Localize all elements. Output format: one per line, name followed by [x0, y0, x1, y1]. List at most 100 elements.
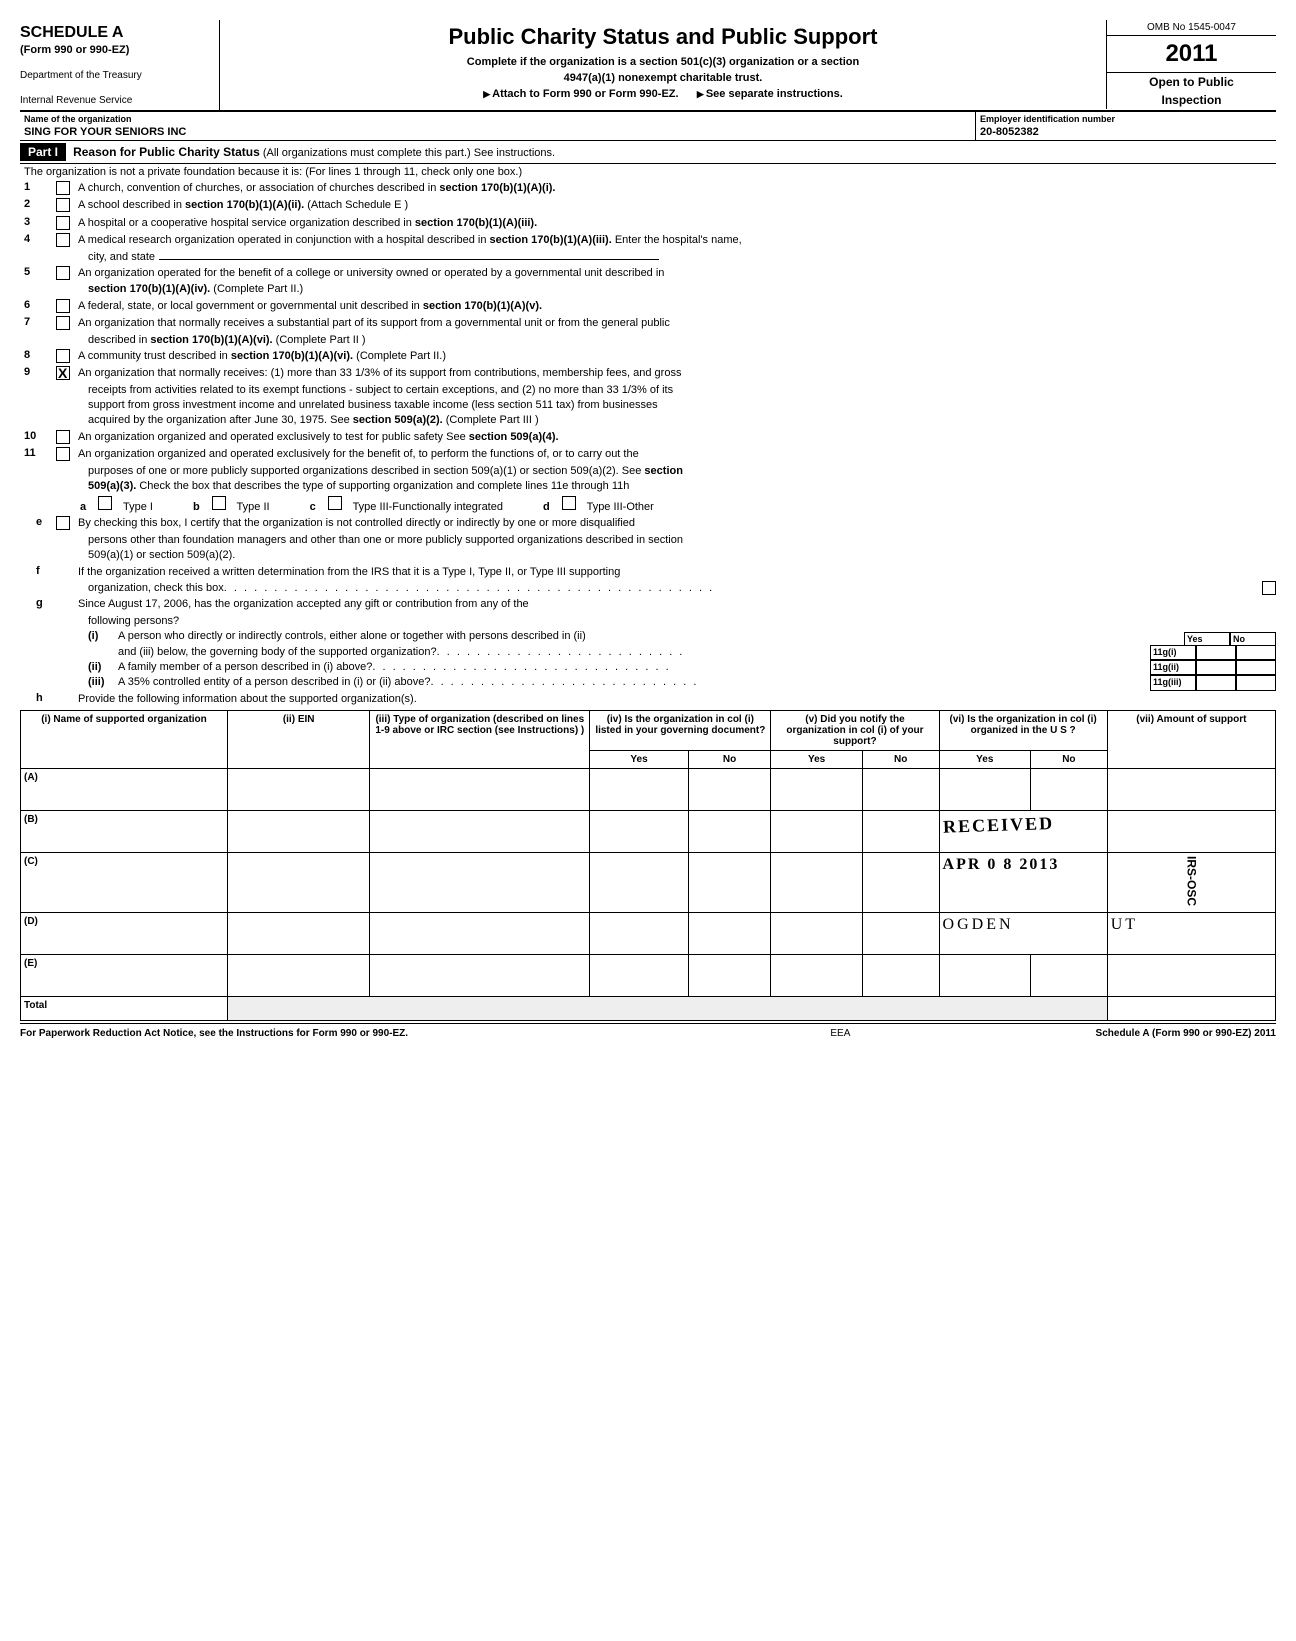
cell[interactable]: [939, 955, 1030, 997]
cell[interactable]: [688, 769, 771, 811]
t: section 170(b)(1)(A)(ii).: [185, 199, 304, 211]
checkbox-type4[interactable]: [562, 496, 576, 510]
cell[interactable]: [228, 769, 370, 811]
dots: . . . . . . . . . . . . . . . . . . . . …: [430, 675, 1150, 690]
cell[interactable]: [771, 853, 862, 913]
cell[interactable]: [228, 811, 370, 853]
cell-stamp: APR 0 8 2013: [939, 853, 1107, 913]
form-header: SCHEDULE A (Form 990 or 990-EZ) Departme…: [20, 20, 1276, 112]
line-7: 7 An organization that normally receives…: [20, 315, 1276, 332]
cell[interactable]: [228, 955, 370, 997]
line-num: f: [20, 565, 48, 577]
checkbox-4[interactable]: [56, 233, 70, 247]
cell[interactable]: [771, 769, 862, 811]
checkbox-type1[interactable]: [98, 496, 112, 510]
table-row: (E): [21, 955, 1276, 997]
th-no: No: [1031, 751, 1108, 769]
checkbox-11[interactable]: [56, 447, 70, 461]
cell[interactable]: [370, 955, 590, 997]
subtitle1: Complete if the organization is a sectio…: [228, 56, 1098, 68]
row-d: (D): [21, 913, 228, 955]
checkbox-1[interactable]: [56, 181, 70, 195]
no-11giii[interactable]: [1236, 675, 1276, 690]
cell[interactable]: [590, 811, 688, 853]
cell[interactable]: [590, 955, 688, 997]
line-11c: 509(a)(3). Check the box that describes …: [20, 479, 1276, 494]
yes-11giii[interactable]: [1196, 675, 1236, 690]
line-6: 6 A federal, state, or local government …: [20, 298, 1276, 315]
cell[interactable]: [862, 913, 939, 955]
cell[interactable]: [228, 853, 370, 913]
org-name: SING FOR YOUR SENIORS INC: [24, 126, 971, 138]
t: An organization organized and operated e…: [78, 431, 469, 443]
checkbox-f[interactable]: [1262, 581, 1276, 595]
cell[interactable]: [688, 955, 771, 997]
checkbox-type3[interactable]: [328, 496, 342, 510]
th-us: (vi) Is the organization in col (i) orga…: [939, 711, 1107, 751]
cell[interactable]: [1107, 955, 1275, 997]
cell[interactable]: [370, 853, 590, 913]
cell[interactable]: [862, 811, 939, 853]
line-4: 4 A medical research organization operat…: [20, 232, 1276, 249]
checkbox-6[interactable]: [56, 299, 70, 313]
line-text: If the organization received a written d…: [78, 565, 1276, 580]
t: A federal, state, or local government or…: [78, 300, 423, 312]
dept-treasury: Department of the Treasury: [20, 70, 211, 81]
cell[interactable]: [688, 913, 771, 955]
ut-stamp: UT: [1111, 916, 1138, 933]
cell[interactable]: [862, 955, 939, 997]
cell[interactable]: [771, 811, 862, 853]
checkbox-8[interactable]: [56, 349, 70, 363]
checkbox-type2[interactable]: [212, 496, 226, 510]
checkbox-5[interactable]: [56, 266, 70, 280]
cell[interactable]: [590, 853, 688, 913]
cell[interactable]: [228, 913, 370, 955]
no-11gi[interactable]: [1236, 645, 1276, 660]
yes-11gi[interactable]: [1196, 645, 1236, 660]
checkbox-9[interactable]: [56, 366, 70, 380]
line-text: A medical research organization operated…: [78, 233, 1276, 248]
line-num: h: [20, 692, 48, 704]
cell[interactable]: [771, 955, 862, 997]
checkbox-3[interactable]: [56, 216, 70, 230]
checkbox-e[interactable]: [56, 516, 70, 530]
cell[interactable]: [688, 853, 771, 913]
ogden-stamp: OGDEN: [943, 916, 1014, 933]
cell[interactable]: [370, 811, 590, 853]
header-center: Public Charity Status and Public Support…: [220, 20, 1106, 104]
line-gi: (i) A person who directly or indirectly …: [20, 629, 1184, 644]
no-11gii[interactable]: [1236, 660, 1276, 675]
checkbox-10[interactable]: [56, 430, 70, 444]
cell[interactable]: [1031, 769, 1108, 811]
header-left: SCHEDULE A (Form 990 or 990-EZ) Departme…: [20, 20, 220, 110]
checkbox-7[interactable]: [56, 316, 70, 330]
type3-label: Type III-Functionally integrated: [353, 501, 503, 513]
checkbox-2[interactable]: [56, 198, 70, 212]
cell[interactable]: [688, 811, 771, 853]
line-1: 1 A church, convention of churches, or a…: [20, 180, 1276, 197]
line-9: 9 An organization that normally receives…: [20, 365, 1276, 382]
cell[interactable]: [1107, 811, 1275, 853]
t: A family member of a person described in…: [118, 660, 372, 675]
line-g2: following persons?: [20, 614, 1276, 629]
cell[interactable]: [1031, 955, 1108, 997]
cell[interactable]: [590, 913, 688, 955]
line-5-cont: section 170(b)(1)(A)(iv). (Complete Part…: [20, 282, 1276, 297]
letter-a: a: [80, 501, 86, 513]
cell[interactable]: [862, 853, 939, 913]
cell[interactable]: [590, 769, 688, 811]
cell[interactable]: [939, 769, 1030, 811]
arrow-icon: [483, 88, 492, 100]
cell-total[interactable]: [1107, 997, 1275, 1021]
cell[interactable]: [771, 913, 862, 955]
yes-11gii[interactable]: [1196, 660, 1236, 675]
cell[interactable]: [370, 769, 590, 811]
cell[interactable]: [370, 913, 590, 955]
cell[interactable]: [1107, 769, 1275, 811]
t: A community trust described in: [78, 350, 231, 362]
hospital-name-field[interactable]: [159, 259, 659, 260]
giii-label: (iii): [88, 675, 118, 690]
line-text: By checking this box, I certify that the…: [78, 516, 1276, 531]
cell[interactable]: [862, 769, 939, 811]
line-text: A hospital or a cooperative hospital ser…: [78, 216, 1276, 231]
